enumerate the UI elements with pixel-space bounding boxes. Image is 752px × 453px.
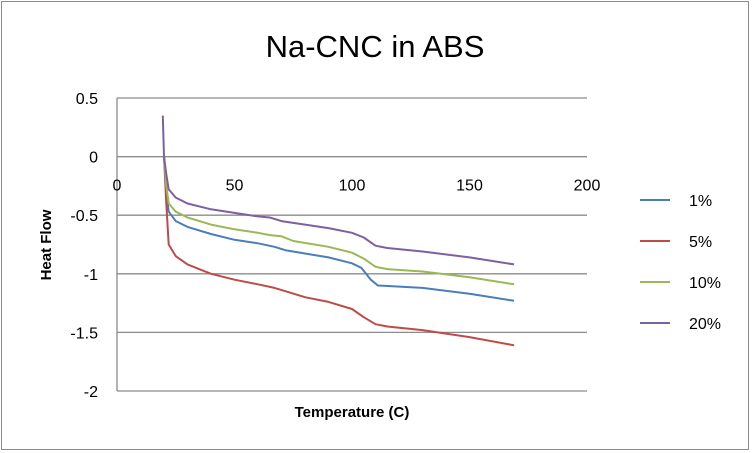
x-axis-label: Temperature (C) — [295, 404, 410, 421]
series-line-5pct — [163, 156, 515, 347]
y-axis-label: Heat Flow — [38, 209, 55, 280]
y-tick-label: -1 — [84, 267, 98, 284]
legend-label: 20% — [689, 316, 721, 333]
y-tick-label: -0.5 — [70, 208, 98, 225]
series-line-1pct — [163, 156, 515, 302]
y-tick-label: 0 — [89, 150, 98, 167]
legend-label: 5% — [689, 234, 712, 251]
y-tick-label: 0.5 — [76, 91, 98, 108]
chart-title: Na-CNC in ABS — [266, 29, 485, 64]
legend-label: 10% — [689, 275, 721, 292]
series-line-20pct — [161, 115, 515, 266]
x-tick-label: 200 — [574, 178, 601, 195]
x-tick-label: 150 — [456, 178, 483, 195]
x-tick-label: 50 — [226, 178, 244, 195]
x-tick-label: 100 — [339, 178, 366, 195]
series-line-10pct — [163, 156, 515, 286]
y-tick-label: -1.5 — [70, 325, 98, 342]
x-tick-label: 0 — [113, 178, 122, 195]
legend-label: 1% — [689, 193, 712, 210]
y-tick-label: -2 — [84, 384, 98, 401]
